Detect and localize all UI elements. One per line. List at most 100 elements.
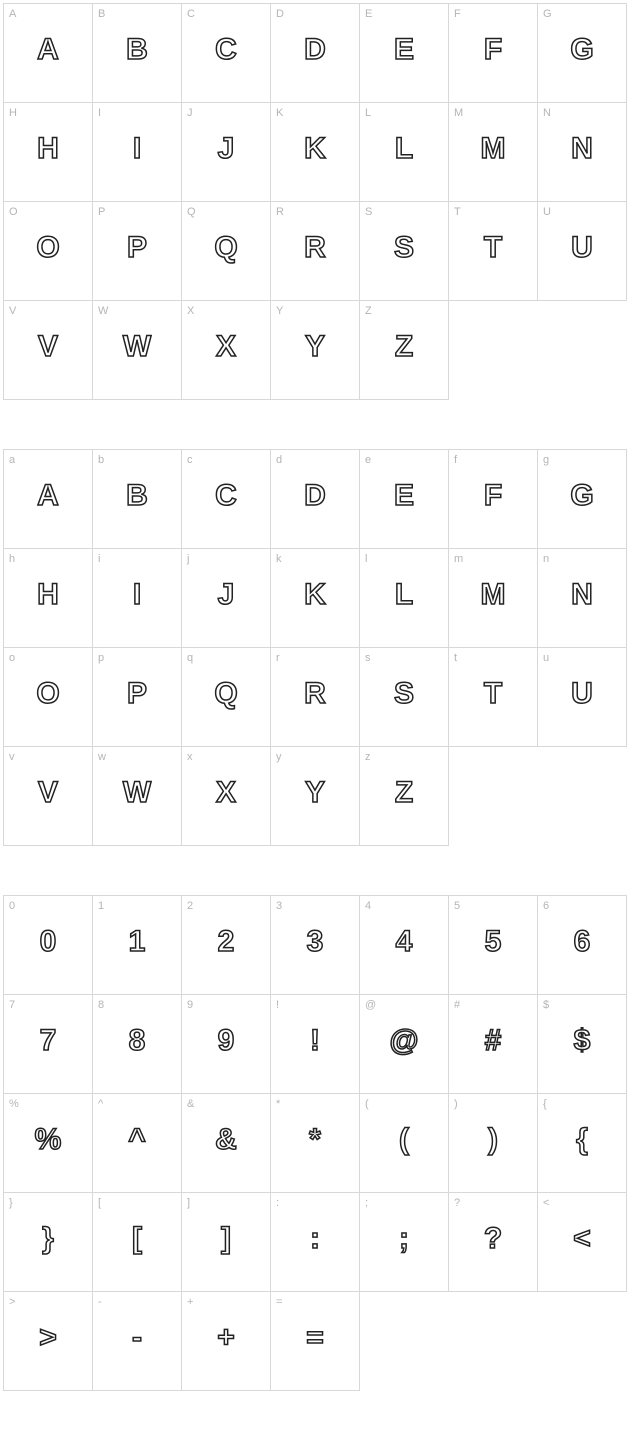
glyph-key-label: ! — [276, 999, 279, 1011]
glyph-cell: 44 — [359, 895, 449, 995]
glyph-cell: wW — [92, 746, 182, 846]
glyph-display: = — [306, 1321, 324, 1355]
glyph-display: K — [304, 578, 326, 612]
glyph-key-label: @ — [365, 999, 376, 1011]
glyph-display: $ — [574, 1024, 591, 1058]
character-map-root: AABBCCDDEEFFGGHHIIJJKKLLMMNNOOPPQQRRSSTT… — [4, 4, 636, 1391]
glyph-key-label: E — [365, 8, 372, 20]
glyph-cell: zZ — [359, 746, 449, 846]
glyph-display: Y — [305, 330, 325, 364]
glyph-key-label: $ — [543, 999, 549, 1011]
glyph-key-label: ^ — [98, 1098, 103, 1110]
glyph-key-label: s — [365, 652, 371, 664]
glyph-display: 5 — [485, 925, 502, 959]
glyph-display: 9 — [218, 1024, 235, 1058]
glyph-cell: NN — [537, 102, 627, 202]
glyph-cell: ++ — [181, 1291, 271, 1391]
glyph-display: > — [39, 1321, 57, 1355]
glyph-key-label: b — [98, 454, 104, 466]
glyph-cell: gG — [537, 449, 627, 549]
glyph-display: Z — [395, 776, 413, 810]
glyph-cell: lL — [359, 548, 449, 648]
glyph-key-label: < — [543, 1197, 549, 1209]
glyph-cell: tT — [448, 647, 538, 747]
glyph-key-label: X — [187, 305, 194, 317]
glyph-cell: VV — [3, 300, 93, 400]
glyph-cell: aA — [3, 449, 93, 549]
glyph-display: K — [304, 132, 326, 166]
glyph-cell: -- — [92, 1291, 182, 1391]
glyph-cell: sS — [359, 647, 449, 747]
glyph-key-label: ( — [365, 1098, 369, 1110]
glyph-display: ^ — [128, 1123, 146, 1157]
glyph-key-label: ; — [365, 1197, 368, 1209]
glyph-display: I — [133, 578, 141, 612]
glyph-key-label: P — [98, 206, 105, 218]
glyph-display: U — [571, 231, 593, 265]
glyph-key-label: W — [98, 305, 108, 317]
glyph-cell: GG — [537, 3, 627, 103]
glyph-display: M — [481, 132, 506, 166]
glyph-cell: YY — [270, 300, 360, 400]
glyph-key-label: i — [98, 553, 100, 565]
glyph-cell: eE — [359, 449, 449, 549]
glyph-cell: !! — [270, 994, 360, 1094]
glyph-key-label: 6 — [543, 900, 549, 912]
glyph-display: Z — [395, 330, 413, 364]
glyph-chart-numbers-symbols: 00112233445566778899!!@@##$$%%^^&&**(())… — [4, 896, 634, 1391]
glyph-cell: MM — [448, 102, 538, 202]
glyph-cell: {{ — [537, 1093, 627, 1193]
glyph-display: V — [38, 776, 58, 810]
glyph-cell: KK — [270, 102, 360, 202]
glyph-key-label: & — [187, 1098, 194, 1110]
glyph-display: L — [395, 132, 413, 166]
glyph-cell: QQ — [181, 201, 271, 301]
glyph-key-label: } — [9, 1197, 13, 1209]
glyph-cell: RR — [270, 201, 360, 301]
glyph-display: * — [309, 1123, 321, 1157]
glyph-key-label: # — [454, 999, 460, 1011]
glyph-display: : — [310, 1222, 320, 1256]
glyph-key-label: y — [276, 751, 282, 763]
glyph-display: R — [304, 231, 326, 265]
glyph-display: E — [394, 33, 414, 67]
glyph-cell: mM — [448, 548, 538, 648]
glyph-cell: HH — [3, 102, 93, 202]
glyph-cell: WW — [92, 300, 182, 400]
glyph-display: 0 — [40, 925, 57, 959]
glyph-key-label: 7 — [9, 999, 15, 1011]
glyph-cell: fF — [448, 449, 538, 549]
glyph-display: J — [218, 578, 235, 612]
glyph-key-label: o — [9, 652, 15, 664]
glyph-display: 6 — [574, 925, 591, 959]
glyph-display: } — [42, 1222, 54, 1256]
glyph-key-label: ) — [454, 1098, 458, 1110]
glyph-cell: CC — [181, 3, 271, 103]
glyph-key-label: ? — [454, 1197, 460, 1209]
glyph-key-label: U — [543, 206, 551, 218]
glyph-display: J — [218, 132, 235, 166]
glyph-cell: }} — [3, 1192, 93, 1292]
glyph-cell: 66 — [537, 895, 627, 995]
glyph-cell: FF — [448, 3, 538, 103]
glyph-display: C — [215, 479, 237, 513]
glyph-display: @ — [389, 1024, 418, 1058]
glyph-key-label: k — [276, 553, 282, 565]
glyph-key-label: N — [543, 107, 551, 119]
glyph-key-label: e — [365, 454, 371, 466]
glyph-display: X — [216, 330, 236, 364]
glyph-key-label: 1 — [98, 900, 104, 912]
glyph-key-label: I — [98, 107, 101, 119]
glyph-cell: DD — [270, 3, 360, 103]
glyph-key-label: v — [9, 751, 15, 763]
glyph-cell: == — [270, 1291, 360, 1391]
glyph-cell: EE — [359, 3, 449, 103]
glyph-cell: rR — [270, 647, 360, 747]
glyph-display: F — [484, 33, 502, 67]
glyph-display: N — [571, 578, 593, 612]
glyph-cell: qQ — [181, 647, 271, 747]
glyph-key-label: r — [276, 652, 280, 664]
glyph-cell: xX — [181, 746, 271, 846]
glyph-cell: ^^ — [92, 1093, 182, 1193]
glyph-key-label: 9 — [187, 999, 193, 1011]
